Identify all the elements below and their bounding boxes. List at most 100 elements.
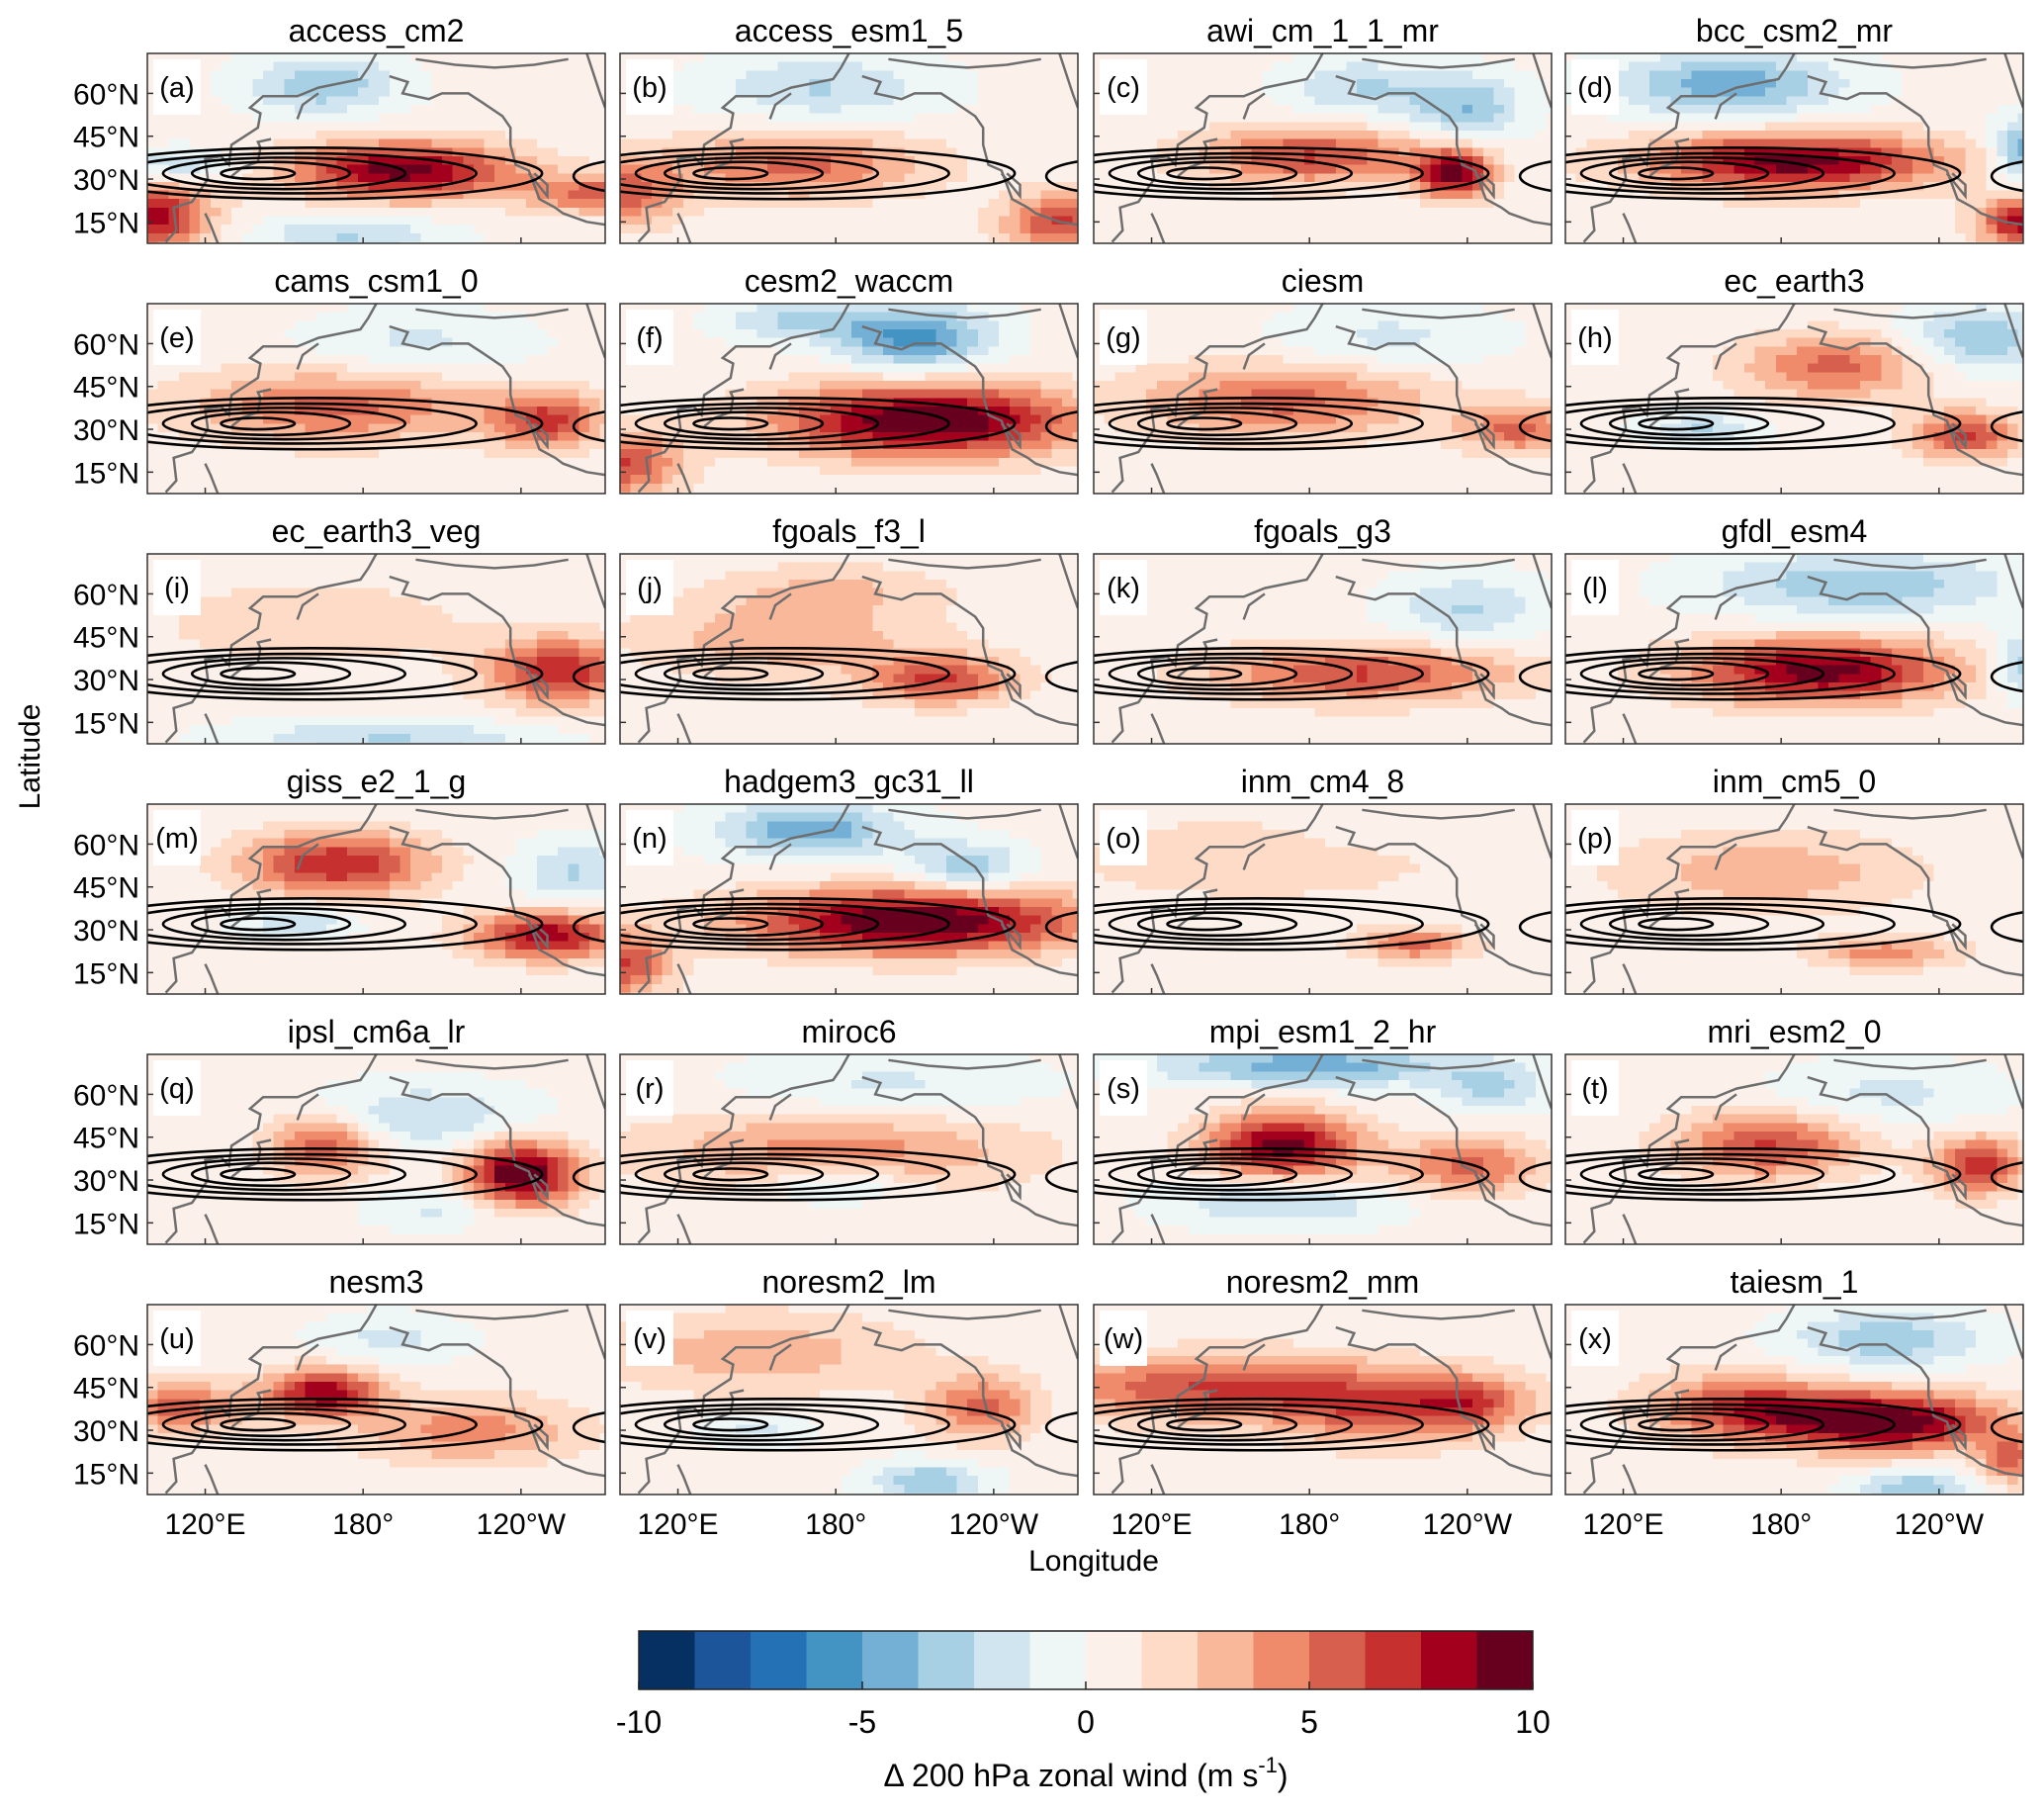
field-cell: [147, 122, 159, 132]
field-cell: [295, 207, 307, 218]
field-cell: [672, 105, 684, 115]
field-cell: [178, 372, 191, 382]
field-cell: [379, 155, 391, 166]
field-cell: [809, 207, 821, 218]
field-cell: [410, 147, 422, 157]
field-cell: [872, 70, 884, 80]
field-cell: [420, 363, 433, 374]
field-cell: [1659, 207, 1672, 218]
field-cell: [1367, 225, 1379, 234]
field-cell: [1997, 79, 2008, 89]
field-cell: [1314, 61, 1326, 72]
field-cell: [494, 329, 506, 339]
field-cell: [168, 232, 180, 243]
field-cell: [389, 113, 401, 124]
field-cell: [1451, 70, 1464, 80]
field-cell: [1409, 79, 1421, 89]
jet-contour: [572, 160, 605, 193]
field-cell: [1020, 207, 1031, 218]
field-cell: [178, 414, 191, 425]
field-cell: [820, 138, 832, 149]
field-cell: [1178, 190, 1190, 201]
field-cell: [315, 355, 327, 365]
field-cell: [1723, 61, 1735, 72]
field-cell: [515, 164, 527, 175]
field-cell: [420, 96, 433, 106]
field-cell: [452, 406, 465, 416]
field-cell: [284, 232, 296, 243]
field-cell: [1860, 232, 1872, 243]
field-cell: [1209, 232, 1221, 243]
field-cell: [2007, 87, 2019, 98]
field-cell: [1912, 105, 1924, 115]
field-cell: [474, 70, 486, 80]
field-cell: [241, 414, 254, 425]
field-cell: [357, 164, 370, 175]
field-cell: [767, 96, 779, 106]
field-cell: [305, 87, 317, 98]
field-cell: [682, 216, 695, 227]
field-cell: [1462, 190, 1473, 201]
field-cell: [1754, 113, 1766, 124]
field-cell: [693, 70, 705, 80]
field-cell: [893, 61, 906, 72]
field-cell: [1388, 225, 1400, 234]
field-cell: [295, 320, 307, 330]
field-cell: [1472, 232, 1484, 243]
field-cell: [599, 70, 605, 80]
field-cell: [1377, 70, 1389, 80]
field-cell: [515, 372, 527, 382]
field-cell: [1135, 122, 1147, 132]
field-cell: [252, 320, 264, 330]
field-cell: [1546, 53, 1552, 63]
field-cell: [1262, 61, 1274, 72]
field-cell: [693, 232, 705, 243]
field-cell: [1860, 216, 1872, 227]
field-cell: [861, 70, 874, 80]
field-cell: [746, 138, 758, 149]
field-cell: [1252, 250, 1263, 260]
field-cell: [851, 53, 863, 63]
field-cell: [1167, 199, 1179, 209]
field-cell: [1493, 53, 1505, 63]
field-cell: [1933, 173, 1945, 183]
field-cell: [999, 232, 1011, 243]
field-cell: [1188, 122, 1200, 132]
field-cell: [1504, 131, 1516, 140]
field-cell: [357, 329, 370, 339]
field-cell: [788, 113, 800, 124]
field-cell: [1367, 232, 1379, 243]
field-cell: [1463, 250, 1473, 260]
field-cell: [1912, 122, 1924, 132]
field-cell: [977, 87, 990, 98]
field-cell: [589, 406, 601, 416]
field-cell: [777, 61, 790, 72]
field-cell: [1283, 122, 1294, 132]
field-cell: [1902, 225, 1913, 234]
field-cell: [578, 304, 590, 314]
field-cell: [1838, 216, 1851, 227]
coastline: [768, 92, 792, 120]
field-cell: [1649, 79, 1661, 89]
field-cell: [893, 122, 906, 132]
field-cell: [767, 122, 779, 132]
field-cell: [1377, 173, 1389, 183]
field-cell: [777, 122, 790, 132]
field-cell: [504, 225, 517, 234]
field-cell: [2017, 199, 2023, 209]
field-cell: [1870, 225, 1883, 234]
field-cell: [1146, 70, 1158, 80]
field-cell: [410, 346, 422, 356]
field-cell: [988, 147, 1000, 157]
field-cell: [1912, 53, 1924, 63]
field-cell: [1986, 190, 1999, 201]
field-cell: [714, 225, 727, 234]
field-cell: [830, 164, 843, 175]
field-cell: [1367, 87, 1379, 98]
field-cell: [1775, 131, 1788, 140]
field-cell: [1860, 70, 1872, 80]
field-cell: [1639, 79, 1650, 89]
field-cell: [221, 173, 232, 183]
field-cell: [1251, 70, 1264, 80]
